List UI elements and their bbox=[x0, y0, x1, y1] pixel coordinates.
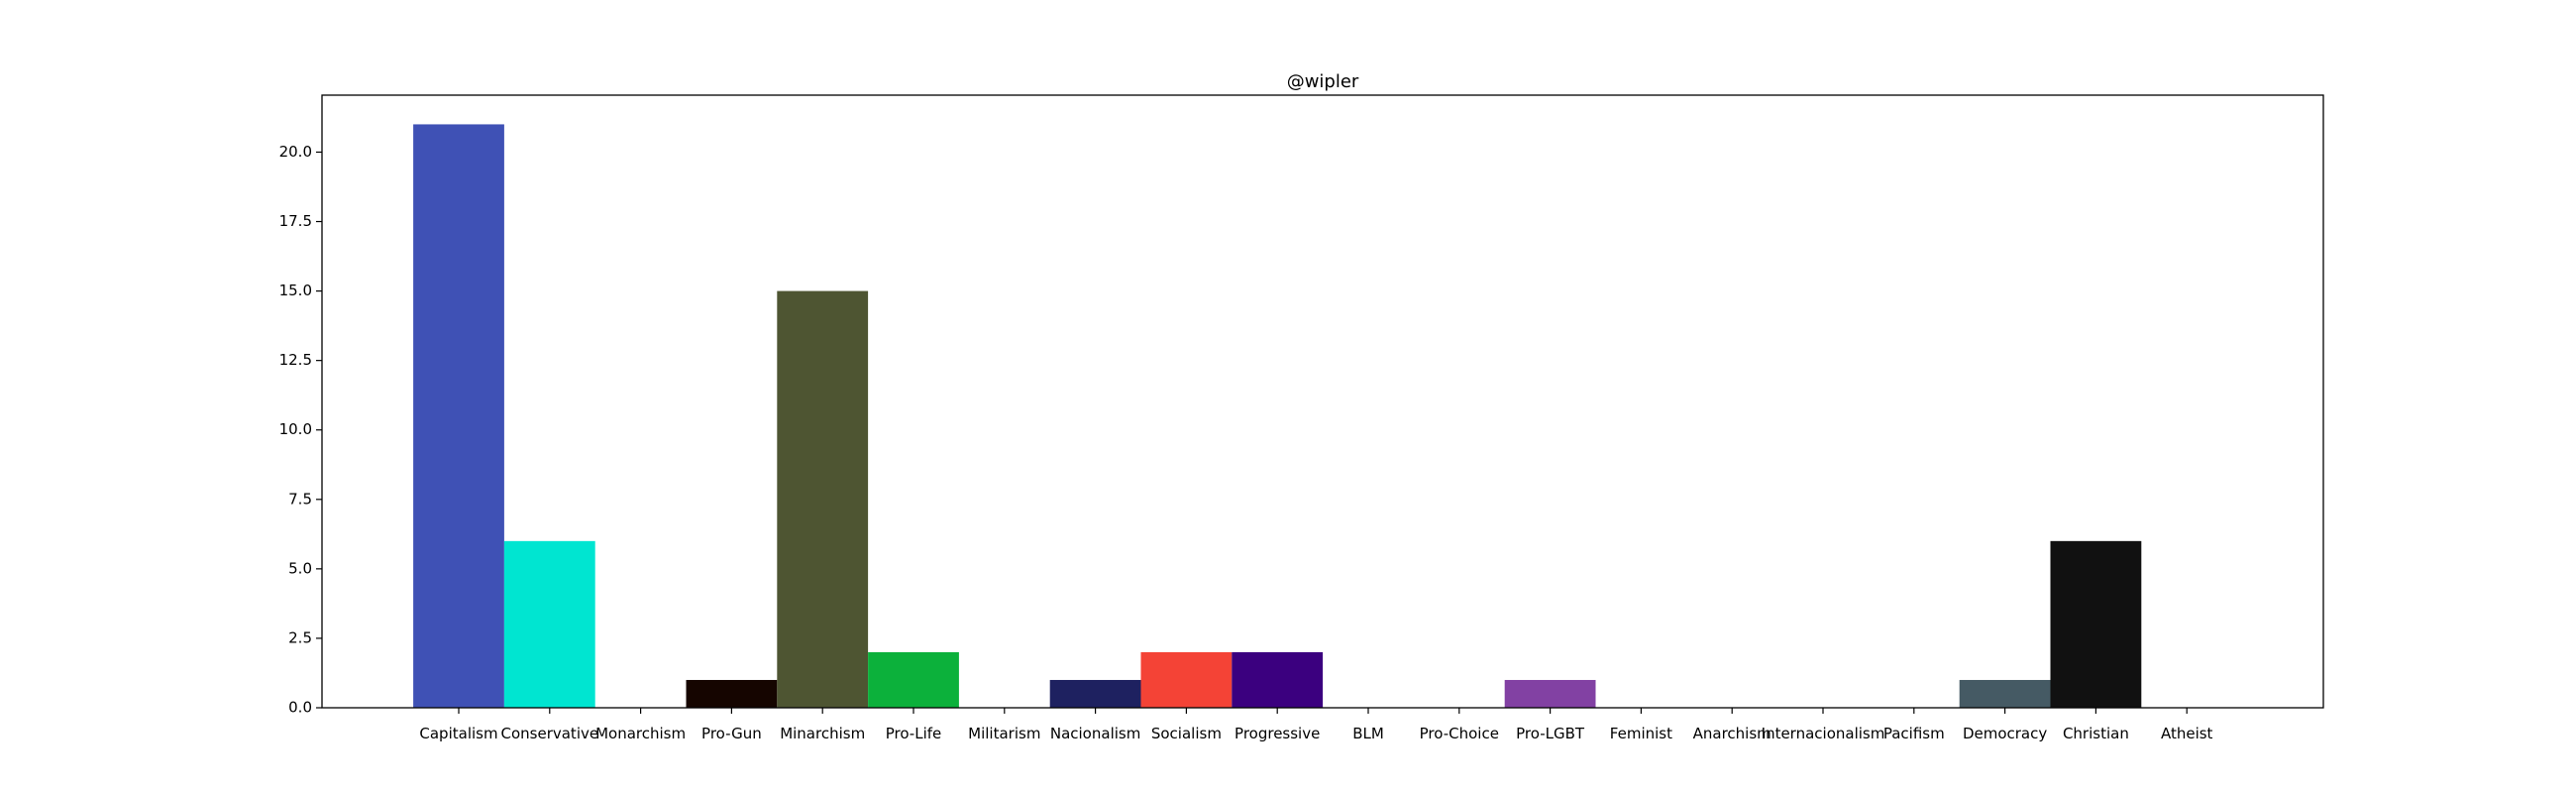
y-tick-label: 15.0 bbox=[279, 282, 312, 299]
x-tick-label: Anarchism bbox=[1693, 725, 1771, 742]
bar-progressive bbox=[1232, 651, 1324, 708]
bar-democracy bbox=[1959, 679, 2051, 708]
y-tick-label: 12.5 bbox=[279, 351, 312, 369]
x-tick-label: Pro-Life bbox=[886, 725, 942, 742]
x-tick-label: Capitalism bbox=[419, 725, 497, 742]
x-tick-label: Christian bbox=[2063, 725, 2129, 742]
bars-group bbox=[413, 124, 2142, 709]
x-tick-label: Feminist bbox=[1610, 725, 1672, 742]
y-tick-label: 2.5 bbox=[288, 628, 312, 646]
chart-title: @wipler bbox=[1287, 71, 1359, 92]
bar-socialism bbox=[1140, 651, 1233, 708]
bar-capitalism bbox=[413, 124, 504, 709]
x-tick-label: BLM bbox=[1352, 725, 1384, 742]
plot-area-frame bbox=[321, 94, 2324, 709]
x-tick-label: Monarchism bbox=[595, 725, 686, 742]
x-tick-label: Atheist bbox=[2161, 725, 2213, 742]
x-tick-label: Militarism bbox=[968, 725, 1040, 742]
x-tick-label: Democracy bbox=[1963, 725, 2047, 742]
y-tick-label: 10.0 bbox=[279, 420, 312, 438]
x-tick-label: Progressive bbox=[1234, 725, 1320, 742]
bar-conservative bbox=[503, 540, 595, 708]
x-tick-label: Pro-LGBT bbox=[1516, 725, 1585, 742]
x-tick-label: Minarchism bbox=[780, 725, 865, 742]
bar-minarchism bbox=[777, 290, 869, 708]
x-tick-label: Socialism bbox=[1151, 725, 1222, 742]
y-tick-label: 17.5 bbox=[279, 212, 312, 230]
x-tick-label: Pro-Gun bbox=[701, 725, 762, 742]
x-tick-label: Pacifism bbox=[1883, 725, 1945, 742]
bar-pro-gun bbox=[686, 679, 778, 708]
y-tick-label: 5.0 bbox=[288, 559, 312, 577]
y-tick-label: 0.0 bbox=[288, 699, 312, 717]
bar-pro-life bbox=[868, 651, 959, 708]
bar-nacionalism bbox=[1049, 679, 1141, 708]
y-tick-label: 20.0 bbox=[279, 143, 312, 161]
y-axis-ticks: 0.0 2.5 5.0 7.5 10.0 12.5 15.0 17.5 20.0 bbox=[279, 143, 322, 717]
x-tick-label: Nacionalism bbox=[1050, 725, 1140, 742]
bar-christian bbox=[2050, 540, 2142, 708]
y-tick-label: 7.5 bbox=[288, 490, 312, 508]
x-tick-label: Pro-Choice bbox=[1420, 725, 1499, 742]
x-tick-label: Internacionalism bbox=[1762, 725, 1885, 742]
bar-pro-lgbt bbox=[1504, 679, 1596, 708]
x-tick-label: Conservative bbox=[501, 725, 599, 742]
